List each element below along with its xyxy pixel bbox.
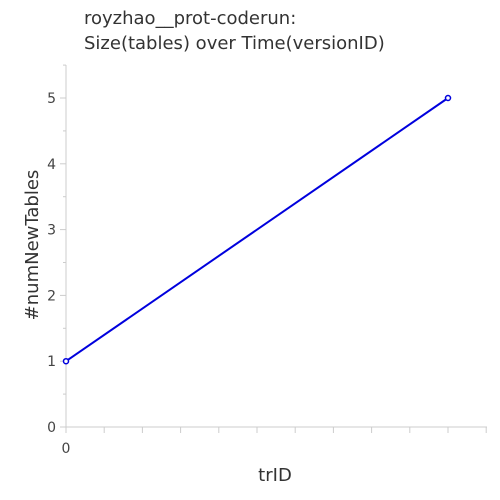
series-line-0: [65, 97, 449, 363]
y-tick-label-0: 0: [47, 420, 56, 436]
y-tick-label-4: 4: [47, 157, 56, 173]
x-tick-label-0: 0: [62, 441, 71, 457]
chart-ticks: [60, 64, 487, 433]
y-tick-label-1: 1: [47, 354, 56, 370]
y-axis-label: #numNewTables: [22, 170, 43, 321]
chart-series: [62, 94, 452, 365]
data-point-0: [62, 357, 70, 365]
y-tick-label-5: 5: [47, 91, 56, 107]
chart-tick-labels: 0 1 2 3 4 5 0: [47, 91, 70, 457]
y-tick-label-2: 2: [47, 288, 56, 304]
chart-title-line-1: royzhao__prot-coderun:: [84, 8, 297, 29]
chart-title: royzhao__prot-coderun: Size(tables) over…: [84, 6, 385, 56]
chart-axes: [65, 65, 487, 428]
y-tick-label-3: 3: [47, 223, 56, 239]
data-point-1: [444, 94, 452, 102]
chart-title-line-2: Size(tables) over Time(versionID): [84, 33, 385, 54]
x-axis-label: trID: [258, 465, 292, 486]
